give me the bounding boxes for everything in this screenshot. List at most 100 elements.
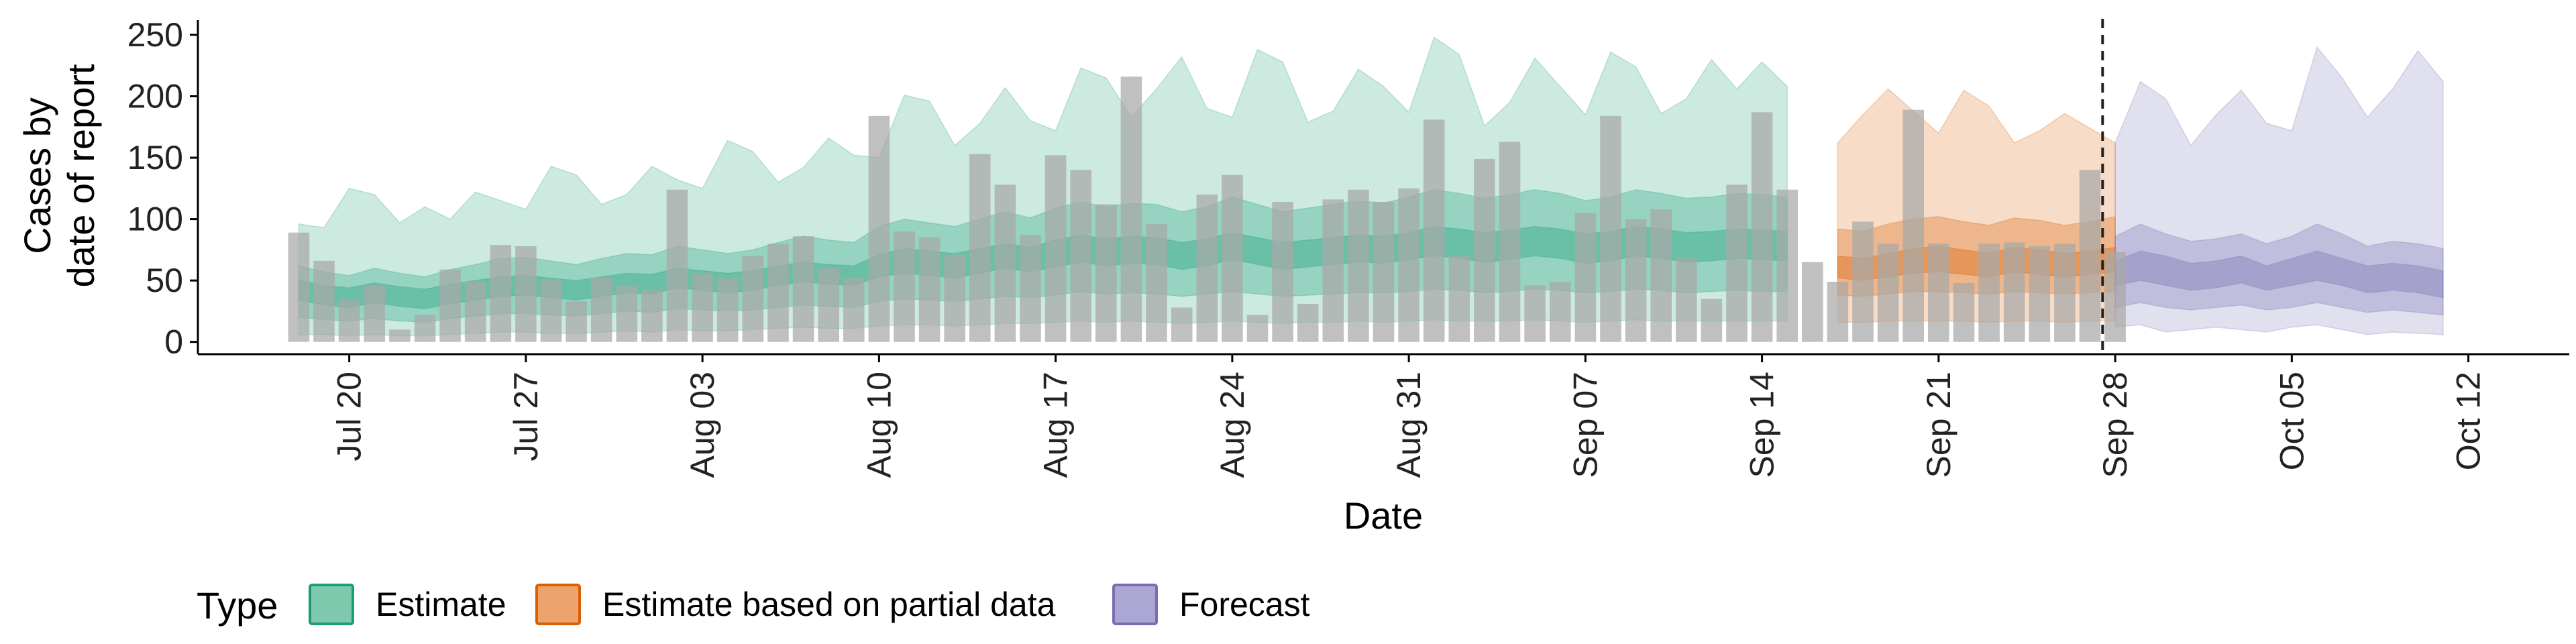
- case-bar: [1373, 202, 1395, 342]
- legend-title: Type: [197, 584, 278, 627]
- case-bar: [288, 232, 310, 342]
- case-bar: [818, 268, 839, 342]
- case-bar: [540, 279, 562, 342]
- case-bar: [1499, 142, 1521, 342]
- case-bar: [1095, 204, 1117, 342]
- case-bar: [894, 231, 915, 342]
- case-bar: [414, 315, 436, 342]
- case-bar: [944, 254, 965, 342]
- case-bar: [1322, 199, 1344, 342]
- case-bar: [918, 237, 941, 342]
- case-bar: [994, 184, 1016, 342]
- x-tick-label: Jul 27: [507, 372, 545, 461]
- case-bar: [1171, 307, 1193, 342]
- case-bar: [1953, 282, 1975, 342]
- legend-swatch-forecast: [1112, 584, 1158, 625]
- case-bar: [1701, 299, 1723, 342]
- case-bar: [692, 273, 713, 342]
- case-bar: [716, 278, 739, 342]
- case-bar: [1902, 109, 1924, 342]
- case-bar: [2079, 170, 2101, 342]
- y-tick-label: 100: [127, 201, 183, 238]
- case-bar: [1146, 223, 1167, 342]
- legend-swatch-estimate: [309, 584, 354, 625]
- case-bar: [742, 256, 764, 342]
- case-bar: [666, 189, 688, 342]
- legend-label-partial: Estimate based on partial data: [602, 586, 1056, 623]
- case-bar: [1246, 315, 1269, 342]
- y-tick-label: 50: [146, 262, 183, 299]
- chart-axes: 0 50 100 150 200 250 Jul 20 Jul 27 Aug 03 Aug 10…: [127, 16, 2569, 478]
- legend-label-estimate: Estimate: [376, 586, 506, 623]
- case-bar: [641, 290, 663, 342]
- case-bar: [1222, 174, 1243, 342]
- case-bar: [515, 246, 537, 342]
- case-bar: [389, 329, 411, 342]
- case-bar: [364, 285, 385, 342]
- legend: Type Estimate Estimate based on partial …: [197, 584, 1310, 627]
- case-bar: [1928, 244, 1949, 342]
- case-bar: [1524, 285, 1546, 342]
- legend-label-forecast: Forecast: [1179, 586, 1310, 623]
- observed-case-bars: [288, 76, 2126, 342]
- case-bar: [1877, 244, 1899, 342]
- case-bar: [566, 301, 587, 342]
- y-tick-label: 150: [127, 139, 183, 176]
- case-bar: [969, 154, 991, 342]
- case-bar: [1348, 189, 1369, 342]
- x-tick-label: Sep 07: [1566, 372, 1604, 478]
- x-tick-label: Aug 24: [1214, 372, 1251, 478]
- x-tick-label: Aug 31: [1390, 372, 1428, 478]
- case-bar: [313, 260, 335, 342]
- case-bar: [1448, 256, 1470, 342]
- case-bar: [1676, 258, 1697, 342]
- band-forecast-90: [2114, 46, 2444, 335]
- band-forecast-50: [2114, 223, 2444, 316]
- x-axis-ticks: Jul 20 Jul 27 Aug 03 Aug 10 Aug 17 Aug 24 Aug …: [331, 354, 2487, 478]
- case-bar: [1297, 303, 1319, 342]
- x-tick-label: Oct 05: [2273, 372, 2310, 470]
- case-bar: [464, 282, 486, 342]
- case-bar: [1272, 202, 1293, 342]
- y-axis-title-line-1: Cases by: [16, 97, 58, 254]
- case-bar: [868, 115, 890, 342]
- case-bar: [1020, 235, 1041, 342]
- case-bar: [1070, 170, 1091, 342]
- case-bar: [2029, 246, 2051, 342]
- x-tick-label: Sep 21: [1920, 372, 1957, 478]
- case-bar: [1474, 158, 1495, 342]
- case-bar: [1978, 244, 2000, 342]
- case-bar: [1827, 282, 1849, 342]
- x-tick-label: Oct 12: [2450, 372, 2487, 470]
- case-bar: [1398, 188, 1419, 342]
- x-tick-label: Sep 28: [2096, 372, 2134, 478]
- case-bar: [616, 285, 638, 342]
- case-bar: [1726, 184, 1748, 342]
- case-bar: [1600, 115, 1621, 342]
- x-tick-label: Jul 20: [331, 372, 368, 461]
- case-bar: [1802, 262, 1823, 342]
- y-axis-title-line-2: date of report: [60, 64, 102, 288]
- case-bar: [843, 278, 865, 342]
- case-bar: [1852, 221, 1874, 342]
- case-bar: [1776, 189, 1798, 342]
- case-bar: [1625, 219, 1647, 342]
- case-bar: [439, 269, 461, 342]
- case-bar: [590, 278, 612, 342]
- x-tick-label: Aug 17: [1037, 372, 1075, 478]
- case-bar: [1120, 76, 1142, 342]
- case-bar: [338, 299, 360, 342]
- x-tick-label: Aug 03: [684, 372, 721, 478]
- case-bar: [1044, 155, 1067, 342]
- case-bar: [1574, 213, 1597, 342]
- y-tick-label: 0: [164, 323, 183, 361]
- case-bar: [1751, 112, 1773, 342]
- case-bar: [1423, 119, 1445, 342]
- case-bar: [1196, 195, 1218, 342]
- case-bar: [792, 236, 814, 342]
- legend-swatch-partial: [535, 584, 581, 625]
- case-bar: [767, 244, 789, 342]
- x-axis-title: Date: [1344, 494, 1423, 537]
- case-bar: [2054, 244, 2076, 342]
